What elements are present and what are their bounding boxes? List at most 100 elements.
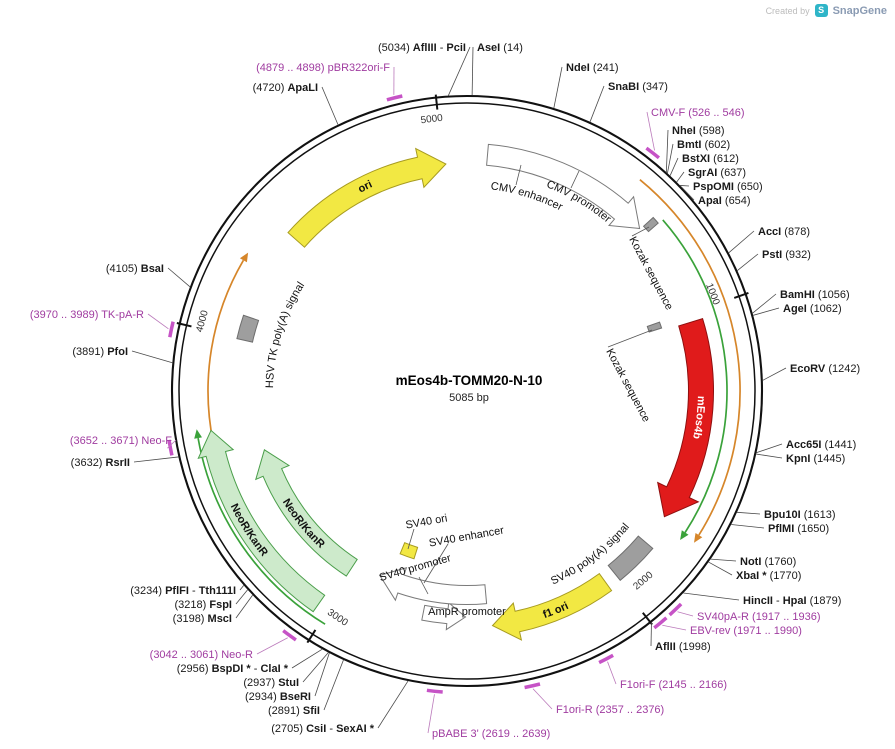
- primer-leader-line: [256, 637, 288, 655]
- primer-tick: [168, 321, 175, 338]
- feature-label-neor-kanr: NeoR/KanR: [280, 497, 327, 551]
- enzyme-leader-line: [731, 524, 765, 529]
- feature-leader-line: [570, 170, 580, 189]
- snapgene-logo-icon: S: [814, 4, 828, 17]
- feature-HSV-TK-polyA-signal: [236, 314, 260, 343]
- primer-tick: [598, 653, 614, 665]
- enzyme-site-label: (4105) BsaI: [106, 263, 164, 275]
- orf-arc-arrowhead: [680, 530, 689, 540]
- enzyme-site-label: XbaI * (1770): [736, 570, 801, 582]
- enzyme-site-label: (2934) BseRI: [245, 691, 311, 703]
- feature-leader-line: [423, 543, 449, 584]
- enzyme-leader-line: [667, 143, 674, 174]
- enzyme-leader-line: [589, 85, 605, 122]
- enzyme-site-label: (3218) FspI: [175, 599, 232, 611]
- enzyme-site-label: BamHI (1056): [780, 289, 850, 301]
- enzyme-leader-line: [314, 652, 330, 697]
- primer-leader-line: [167, 439, 177, 449]
- primer-leader-line: [662, 624, 687, 631]
- feature-label-hsv-tk-poly-a-signal: HSV TK poly(A) signal: [264, 280, 307, 388]
- primer-tick: [653, 616, 668, 630]
- backbone-inner-ring: [178, 102, 756, 680]
- primer-label: EBV-rev (1971 .. 1990): [690, 625, 802, 637]
- feature-AmpR-promoter: [421, 601, 467, 631]
- orf-arc-arrowhead: [694, 533, 703, 543]
- created-by-text: Created by: [765, 5, 810, 16]
- enzyme-leader-line: [323, 659, 344, 711]
- feature-label-kozak-sequence: Kozak sequence: [603, 347, 652, 424]
- orf-arc: [639, 179, 741, 536]
- primer-tick: [645, 146, 661, 160]
- enzyme-leader-line: [321, 86, 339, 125]
- feature-ori: [287, 147, 447, 248]
- enzyme-site-label: PstI (932): [762, 249, 811, 261]
- snapgene-brand-text: SnapGene: [832, 4, 887, 17]
- primer-tick: [167, 439, 174, 456]
- enzyme-site-label: HincII - HpaI (1879): [743, 595, 841, 607]
- enzyme-site-label: AgeI (1062): [783, 303, 842, 315]
- enzyme-leader-line: [665, 129, 669, 173]
- feature-SV40-ori: [399, 542, 419, 560]
- enzyme-leader-line: [756, 453, 783, 459]
- enzyme-site-label: EcoRV (1242): [790, 363, 860, 375]
- plasmid-length: 5085 bp: [449, 392, 489, 404]
- orf-arc: [207, 259, 245, 444]
- feature-leader-line: [418, 576, 429, 595]
- feature-leader-line: [607, 329, 653, 348]
- feature-label-sv40-ori: SV40 ori: [405, 512, 449, 531]
- primer-tick: [668, 602, 683, 617]
- enzyme-site-label: (2705) CsiI - SexAI *: [271, 723, 374, 735]
- feature-NeoR-KanR-outer: [197, 429, 326, 613]
- enzyme-leader-line: [133, 456, 179, 463]
- scale-label: 2000: [631, 569, 655, 592]
- primer-leader-line: [532, 688, 553, 710]
- enzyme-site-label: SgrAI (637): [688, 167, 746, 179]
- enzyme-leader-line: [762, 367, 787, 381]
- primer-tick: [426, 688, 443, 694]
- primer-label: F1ori-F (2145 .. 2166): [620, 679, 727, 691]
- enzyme-site-label: BmtI (602): [677, 139, 730, 151]
- enzyme-leader-line: [291, 648, 323, 669]
- enzyme-site-label: Acc65I (1441): [786, 439, 856, 451]
- primer-leader-line: [607, 661, 617, 685]
- scale-label: 3000: [325, 607, 350, 629]
- enzyme-leader-line: [167, 267, 191, 288]
- feature-NeoR-KanR-inner: [255, 449, 358, 577]
- enzyme-leader-line: [728, 230, 755, 254]
- enzyme-leader-line: [447, 46, 471, 96]
- enzyme-site-label: (3234) PflFI - Tth111I: [130, 585, 236, 597]
- enzyme-site-label: (4720) ApaLI: [253, 82, 318, 94]
- enzyme-leader-line: [756, 443, 783, 454]
- enzyme-leader-line: [669, 157, 679, 176]
- primer-label: F1ori-R (2357 .. 2376): [556, 704, 664, 716]
- primer-label: (3970 .. 3989) TK-pA-R: [30, 309, 144, 321]
- enzyme-leader-line: [679, 185, 690, 187]
- enzyme-leader-line: [710, 558, 737, 562]
- orf-arc: [662, 219, 728, 533]
- scale-tick: [176, 322, 192, 328]
- enzyme-leader-line: [235, 589, 248, 605]
- orf-arc-arrowhead: [194, 429, 202, 439]
- enzyme-leader-line: [753, 307, 780, 316]
- primer-label: (4879 .. 4898) pBR322ori-F: [256, 62, 390, 74]
- feature-Kozak-sequence-2: [646, 321, 663, 333]
- feature-leader-line: [407, 528, 415, 550]
- enzyme-leader-line: [736, 511, 761, 515]
- snapgene-watermark: Created by S SnapGene: [766, 4, 887, 17]
- enzyme-site-label: (3891) PfoI: [72, 346, 128, 358]
- primer-label: SV40pA-R (1917 .. 1936): [697, 611, 821, 623]
- enzyme-site-label: (2956) BspDI * - ClaI *: [177, 663, 289, 675]
- orf-arc-arrowhead: [239, 252, 249, 263]
- enzyme-site-label: (3198) MscI: [173, 613, 232, 625]
- primer-label: pBABE 3' (2619 .. 2639): [432, 728, 550, 740]
- map-layer: (5034) AflIII - PciI AseI (14) NdeI (241) S…: [30, 42, 860, 740]
- primer-leader-line: [427, 694, 435, 734]
- enzyme-site-label: SnaBI (347): [608, 81, 668, 93]
- enzyme-site-label: PflMI (1650): [768, 523, 829, 535]
- feature-label-sv40-enhancer: SV40 enhancer: [428, 524, 505, 549]
- enzyme-site-label: AccI (878): [758, 226, 810, 238]
- primer-tick: [386, 94, 403, 102]
- primer-tick: [282, 629, 297, 642]
